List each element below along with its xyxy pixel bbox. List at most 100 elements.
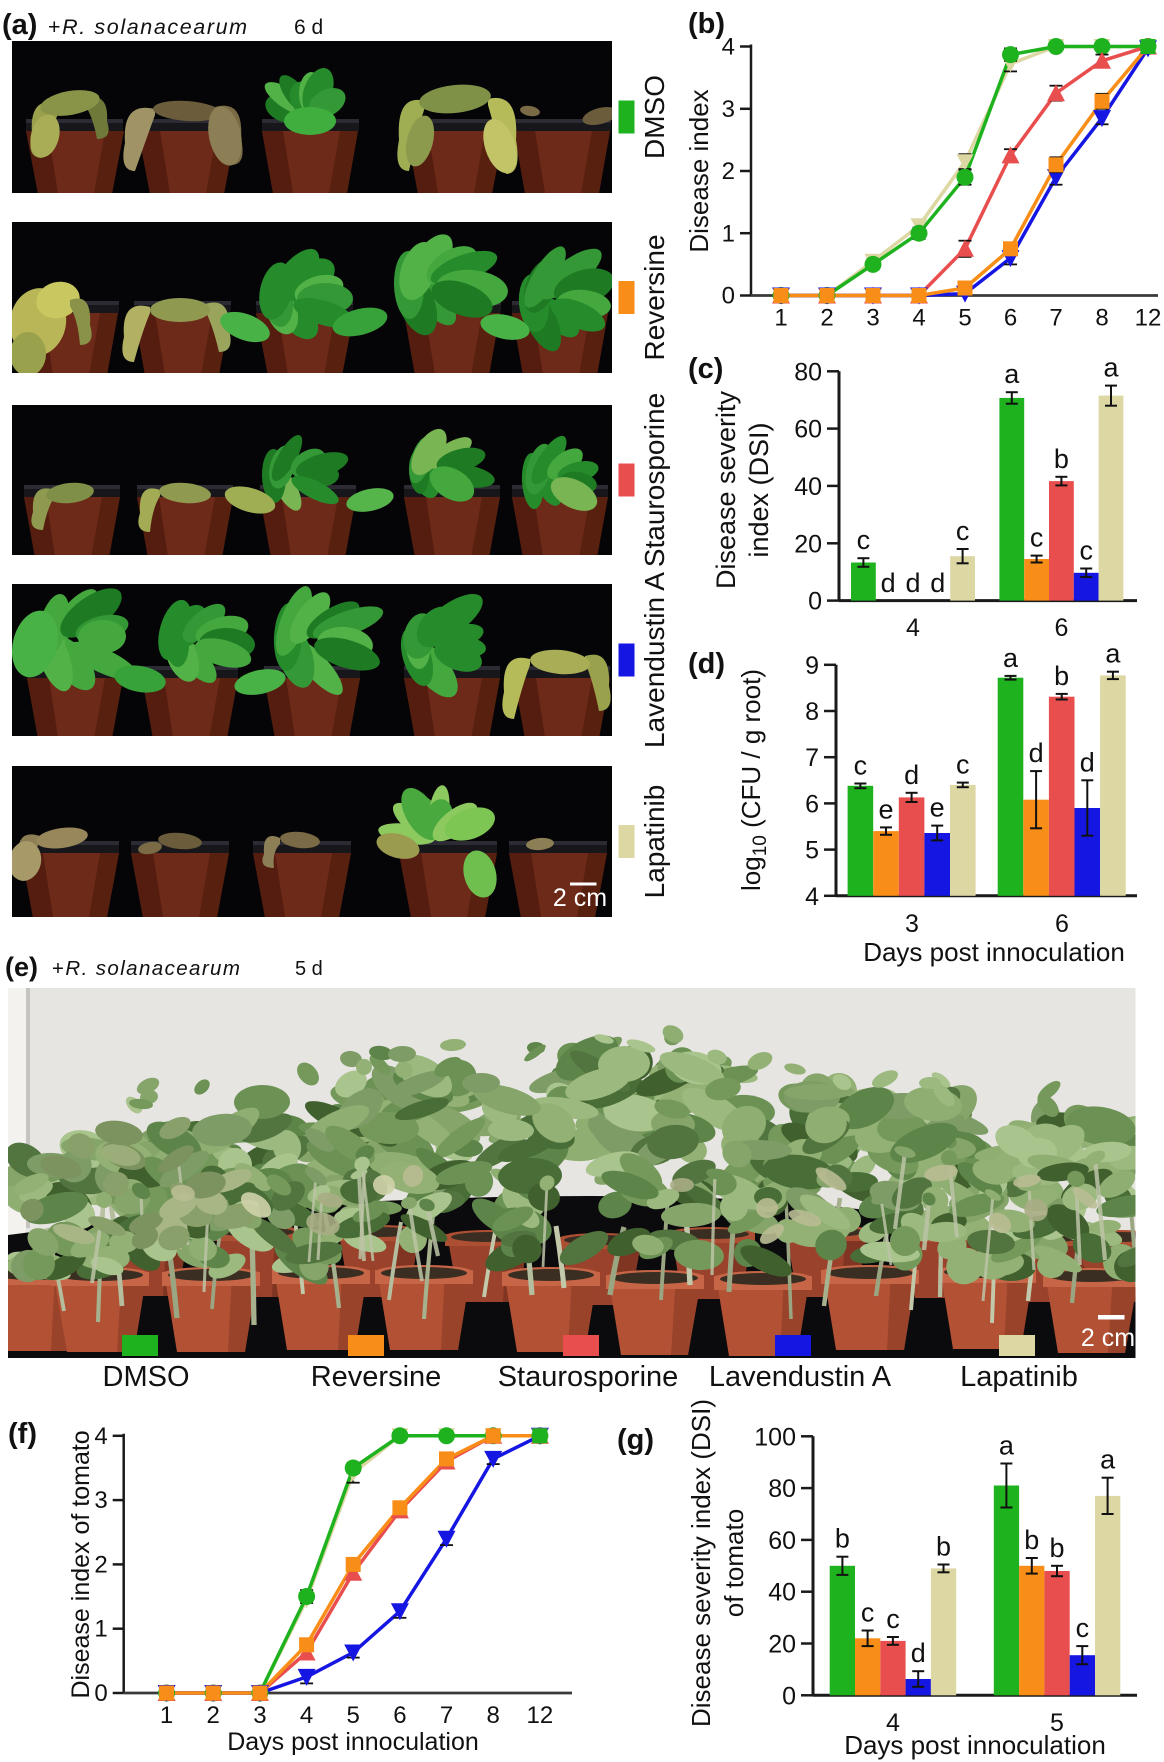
svg-text:Reversine: Reversine xyxy=(311,1361,442,1393)
svg-text:7: 7 xyxy=(805,744,819,772)
svg-text:c: c xyxy=(1076,1613,1090,1643)
svg-text:8: 8 xyxy=(1095,305,1108,332)
svg-text:3: 3 xyxy=(94,1487,107,1514)
svg-text:c: c xyxy=(854,751,868,781)
svg-text:0: 0 xyxy=(722,283,735,310)
svg-text:4: 4 xyxy=(805,883,819,911)
svg-text:60: 60 xyxy=(794,416,822,444)
svg-text:6: 6 xyxy=(1055,614,1069,642)
svg-text:3: 3 xyxy=(253,1702,266,1729)
svg-text:80: 80 xyxy=(794,358,822,386)
svg-text:c: c xyxy=(956,516,970,546)
svg-text:Staurosporine: Staurosporine xyxy=(498,1361,679,1393)
svg-text:(a): (a) xyxy=(2,9,37,41)
svg-text:9: 9 xyxy=(805,652,819,680)
svg-text:d: d xyxy=(904,760,919,790)
svg-text:of tomato: of tomato xyxy=(719,1509,749,1617)
svg-text:c: c xyxy=(886,1604,900,1634)
svg-text:1: 1 xyxy=(774,305,787,332)
svg-text:Lapatinib: Lapatinib xyxy=(639,785,670,899)
svg-text:b: b xyxy=(835,1524,850,1554)
svg-text:7: 7 xyxy=(1049,305,1062,332)
svg-text:c: c xyxy=(857,525,871,555)
svg-text:b: b xyxy=(1054,661,1069,691)
svg-text:1: 1 xyxy=(94,1616,107,1643)
svg-text:DMSO: DMSO xyxy=(639,75,670,159)
svg-text:log10 (CFU / g root): log10 (CFU / g root) xyxy=(736,669,771,891)
svg-text:a: a xyxy=(1103,353,1119,383)
svg-text:0: 0 xyxy=(808,588,822,616)
svg-text:c: c xyxy=(1030,523,1044,553)
svg-text:c: c xyxy=(956,750,970,780)
svg-text:4: 4 xyxy=(94,1423,107,1450)
svg-text:5: 5 xyxy=(805,837,819,865)
svg-text:20: 20 xyxy=(794,530,822,558)
svg-text:6 d: 6 d xyxy=(294,16,323,39)
svg-text:Disease index: Disease index xyxy=(684,89,714,252)
svg-text:5: 5 xyxy=(1050,1709,1064,1737)
svg-text:0: 0 xyxy=(94,1680,107,1707)
svg-text:Days post innoculation: Days post innoculation xyxy=(844,1730,1106,1760)
svg-text:Lavendustin A: Lavendustin A xyxy=(709,1361,892,1393)
svg-text:0: 0 xyxy=(782,1682,796,1710)
svg-text:2 cm: 2 cm xyxy=(553,884,607,912)
svg-text:6: 6 xyxy=(1055,910,1069,938)
svg-text:Lavendustin A: Lavendustin A xyxy=(639,572,670,748)
svg-text:Reversine: Reversine xyxy=(639,234,670,360)
svg-text:4: 4 xyxy=(912,305,925,332)
svg-text:b: b xyxy=(936,1532,951,1562)
svg-text:+R. solanacearum: +R. solanacearum xyxy=(48,15,249,39)
svg-text:Disease index of tomato: Disease index of tomato xyxy=(67,1430,95,1698)
svg-text:Staurosporine: Staurosporine xyxy=(639,393,670,567)
svg-text:c: c xyxy=(1079,535,1093,565)
svg-text:4: 4 xyxy=(886,1709,900,1737)
svg-text:2: 2 xyxy=(722,158,735,185)
svg-text:6: 6 xyxy=(805,790,819,818)
svg-text:1: 1 xyxy=(722,220,735,247)
svg-text:d: d xyxy=(1029,738,1044,768)
svg-text:4: 4 xyxy=(300,1702,313,1729)
svg-text:8: 8 xyxy=(805,698,819,726)
svg-text:Lapatinib: Lapatinib xyxy=(960,1361,1078,1393)
svg-text:a: a xyxy=(1100,1445,1116,1475)
svg-text:Days post innoculation: Days post innoculation xyxy=(863,937,1125,967)
svg-text:Disease severity index (DSI): Disease severity index (DSI) xyxy=(686,1399,716,1727)
svg-text:(e): (e) xyxy=(5,952,38,982)
svg-text:(d): (d) xyxy=(688,648,725,680)
svg-text:(b): (b) xyxy=(688,8,725,40)
svg-text:Days post innoculation: Days post innoculation xyxy=(227,1728,479,1756)
svg-text:6: 6 xyxy=(393,1702,406,1729)
svg-text:5: 5 xyxy=(347,1702,360,1729)
svg-text:20: 20 xyxy=(768,1631,796,1659)
svg-text:2: 2 xyxy=(207,1702,220,1729)
svg-text:d: d xyxy=(930,568,945,598)
svg-text:index (DSI): index (DSI) xyxy=(744,422,774,557)
svg-text:d: d xyxy=(905,568,920,598)
svg-text:c: c xyxy=(861,1598,875,1628)
svg-text:40: 40 xyxy=(768,1579,796,1607)
svg-text:3: 3 xyxy=(866,305,879,332)
svg-text:4: 4 xyxy=(722,34,735,61)
svg-text:2: 2 xyxy=(820,305,833,332)
svg-text:60: 60 xyxy=(768,1527,796,1555)
svg-text:8: 8 xyxy=(487,1702,500,1729)
svg-text:a: a xyxy=(1003,643,1019,673)
svg-text:12: 12 xyxy=(1135,305,1162,332)
svg-text:2: 2 xyxy=(94,1551,107,1578)
svg-text:7: 7 xyxy=(440,1702,453,1729)
svg-text:3: 3 xyxy=(722,96,735,123)
svg-text:2 cm: 2 cm xyxy=(1081,1324,1135,1352)
svg-text:3: 3 xyxy=(905,910,919,938)
svg-text:a: a xyxy=(999,1430,1015,1460)
svg-text:e: e xyxy=(878,794,893,824)
svg-text:a: a xyxy=(1105,639,1121,669)
svg-text:b: b xyxy=(1024,1525,1039,1555)
svg-text:80: 80 xyxy=(768,1475,796,1503)
svg-text:(f): (f) xyxy=(8,1418,37,1450)
svg-text:12: 12 xyxy=(527,1702,554,1729)
svg-text:b: b xyxy=(1050,1533,1065,1563)
svg-text:a: a xyxy=(1004,359,1020,389)
svg-text:d: d xyxy=(1080,747,1095,777)
svg-text:+R. solanacearum: +R. solanacearum xyxy=(52,957,241,980)
svg-text:Disease severity: Disease severity xyxy=(711,390,741,589)
